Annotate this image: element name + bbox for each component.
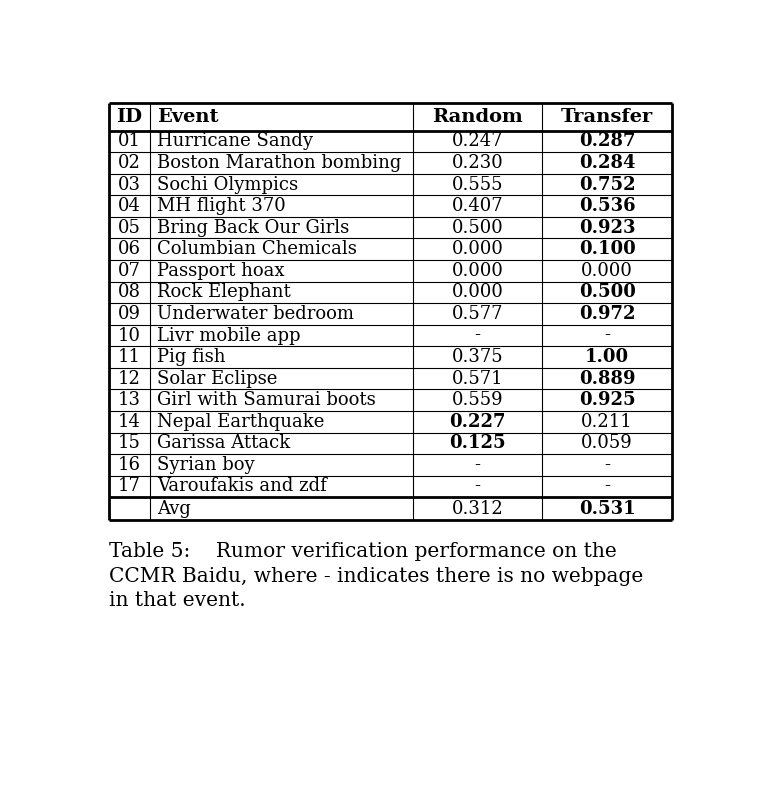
Text: 11: 11 xyxy=(118,348,141,366)
Text: 0.889: 0.889 xyxy=(579,370,636,387)
Text: Rock Elephant: Rock Elephant xyxy=(158,283,291,302)
Text: 16: 16 xyxy=(118,456,141,474)
Text: Boston Marathon bombing: Boston Marathon bombing xyxy=(158,154,402,172)
Text: ID: ID xyxy=(117,108,142,125)
Text: 0.925: 0.925 xyxy=(579,391,636,409)
Text: 0.577: 0.577 xyxy=(452,305,504,323)
Text: 0.375: 0.375 xyxy=(452,348,504,366)
Text: -: - xyxy=(604,477,610,495)
Text: 0.972: 0.972 xyxy=(579,305,636,323)
Text: 04: 04 xyxy=(118,197,141,215)
Text: -: - xyxy=(475,477,481,495)
Text: Passport hoax: Passport hoax xyxy=(158,262,285,279)
Text: 0.284: 0.284 xyxy=(579,154,636,172)
Text: 14: 14 xyxy=(118,413,141,431)
Text: 0.247: 0.247 xyxy=(452,133,504,151)
Text: 0.312: 0.312 xyxy=(452,499,504,518)
Text: 03: 03 xyxy=(118,175,141,194)
Text: Columbian Chemicals: Columbian Chemicals xyxy=(158,241,357,258)
Text: in that event.: in that event. xyxy=(109,592,246,610)
Text: MH flight 370: MH flight 370 xyxy=(158,197,287,215)
Text: 0.500: 0.500 xyxy=(578,283,636,302)
Text: Hurricane Sandy: Hurricane Sandy xyxy=(158,133,313,151)
Text: 0.125: 0.125 xyxy=(450,434,506,453)
Text: 09: 09 xyxy=(118,305,141,323)
Text: 0.000: 0.000 xyxy=(452,241,504,258)
Text: Table 5:    Rumor verification performance on the: Table 5: Rumor verification performance … xyxy=(109,542,617,561)
Text: 0.407: 0.407 xyxy=(452,197,504,215)
Text: -: - xyxy=(475,456,481,474)
Text: 0.536: 0.536 xyxy=(579,197,636,215)
Text: -: - xyxy=(604,456,610,474)
Text: -: - xyxy=(604,326,610,345)
Text: Varoufakis and zdf: Varoufakis and zdf xyxy=(158,477,327,495)
Text: 07: 07 xyxy=(118,262,141,279)
Text: Underwater bedroom: Underwater bedroom xyxy=(158,305,354,323)
Text: Bring Back Our Girls: Bring Back Our Girls xyxy=(158,218,350,237)
Text: Pig fish: Pig fish xyxy=(158,348,226,366)
Text: 02: 02 xyxy=(118,154,141,172)
Text: Sochi Olympics: Sochi Olympics xyxy=(158,175,299,194)
Text: 0.230: 0.230 xyxy=(452,154,504,172)
Text: 12: 12 xyxy=(118,370,141,387)
Text: 10: 10 xyxy=(118,326,141,345)
Text: Nepal Earthquake: Nepal Earthquake xyxy=(158,413,325,431)
Text: Event: Event xyxy=(158,108,219,125)
Text: Syrian boy: Syrian boy xyxy=(158,456,255,474)
Text: 0.211: 0.211 xyxy=(581,413,633,431)
Text: Girl with Samurai boots: Girl with Samurai boots xyxy=(158,391,376,409)
Text: 0.000: 0.000 xyxy=(452,262,504,279)
Text: 17: 17 xyxy=(118,477,141,495)
Text: -: - xyxy=(475,326,481,345)
Text: 0.059: 0.059 xyxy=(581,434,633,453)
Text: 0.555: 0.555 xyxy=(452,175,504,194)
Text: 0.571: 0.571 xyxy=(452,370,504,387)
Text: 0.287: 0.287 xyxy=(579,133,636,151)
Text: 0.923: 0.923 xyxy=(579,218,636,237)
Text: 15: 15 xyxy=(118,434,141,453)
Text: 01: 01 xyxy=(118,133,141,151)
Text: 0.100: 0.100 xyxy=(579,241,636,258)
Text: CCMR Baidu, where - indicates there is no webpage: CCMR Baidu, where - indicates there is n… xyxy=(109,567,643,585)
Text: Transfer: Transfer xyxy=(561,108,653,125)
Text: Livr mobile app: Livr mobile app xyxy=(158,326,301,345)
Text: 06: 06 xyxy=(118,241,141,258)
Text: 0.000: 0.000 xyxy=(452,283,504,302)
Text: 0.752: 0.752 xyxy=(579,175,636,194)
Text: Avg: Avg xyxy=(158,499,191,518)
Text: 0.000: 0.000 xyxy=(581,262,633,279)
Text: Garissa Attack: Garissa Attack xyxy=(158,434,291,453)
Text: 0.531: 0.531 xyxy=(579,499,636,518)
Text: 05: 05 xyxy=(118,218,141,237)
Text: 08: 08 xyxy=(118,283,141,302)
Text: 1.00: 1.00 xyxy=(585,348,629,366)
Text: 13: 13 xyxy=(118,391,141,409)
Text: 0.227: 0.227 xyxy=(450,413,506,431)
Text: 0.559: 0.559 xyxy=(452,391,504,409)
Text: Random: Random xyxy=(432,108,523,125)
Text: 0.500: 0.500 xyxy=(452,218,504,237)
Text: Solar Eclipse: Solar Eclipse xyxy=(158,370,278,387)
